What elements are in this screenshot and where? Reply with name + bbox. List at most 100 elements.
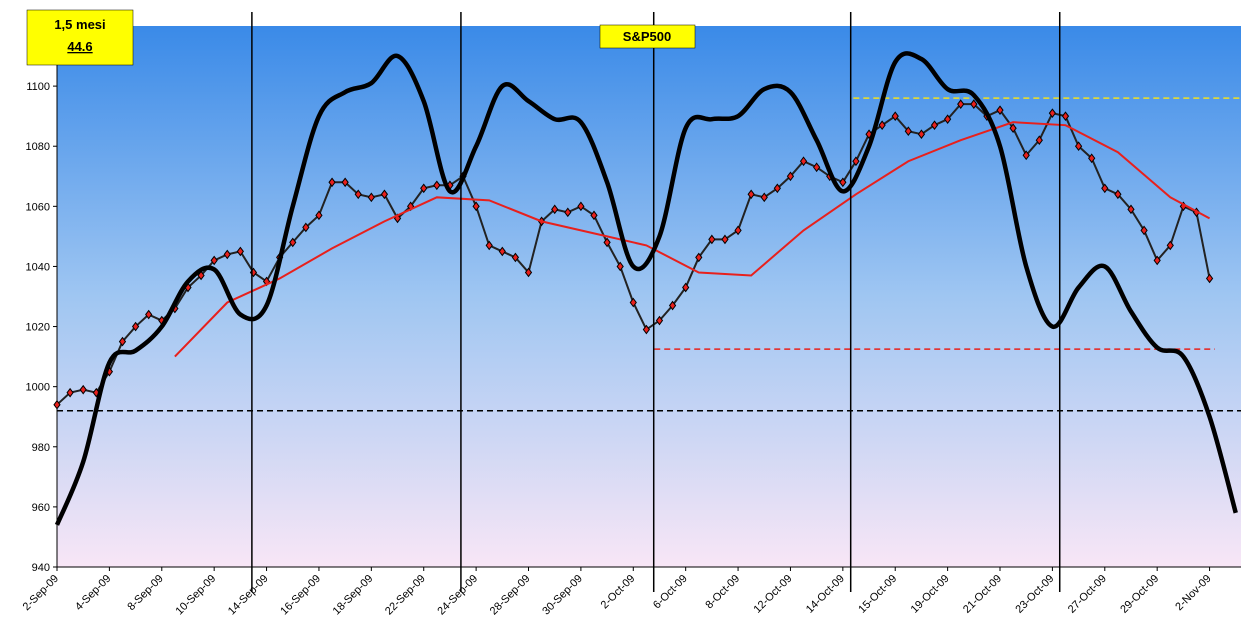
marker bbox=[223, 249, 231, 260]
annotation-box bbox=[26, 9, 134, 66]
x-tick-label: 6-Oct-09 bbox=[651, 573, 690, 612]
x-tick-label: 23-Oct-09 bbox=[1013, 573, 1056, 616]
marker bbox=[603, 237, 611, 248]
marker bbox=[813, 162, 821, 173]
marker bbox=[485, 240, 493, 251]
y-tick-label: 1000 bbox=[26, 382, 50, 394]
marker bbox=[786, 171, 795, 182]
marker bbox=[1035, 135, 1043, 146]
x-tick-label: 4-Sep-09 bbox=[73, 573, 113, 613]
marker bbox=[1101, 183, 1109, 194]
marker bbox=[289, 237, 297, 248]
x-tick-label: 8-Oct-09 bbox=[703, 573, 742, 612]
marker bbox=[1114, 189, 1122, 200]
x-tick-label: 24-Sep-09 bbox=[435, 573, 480, 618]
marker bbox=[210, 255, 218, 266]
marker bbox=[629, 297, 637, 308]
x-tick-label: 14-Oct-09 bbox=[804, 573, 847, 616]
x-tick-label: 12-Oct-09 bbox=[751, 573, 794, 616]
marker bbox=[472, 201, 480, 212]
annotation: 44.6 bbox=[67, 39, 92, 54]
marker bbox=[328, 177, 336, 188]
marker bbox=[773, 183, 781, 194]
marker bbox=[799, 156, 808, 167]
marker bbox=[891, 111, 899, 122]
y-tick-label: 1060 bbox=[26, 201, 50, 213]
x-tick-label: 14-Sep-09 bbox=[226, 573, 271, 618]
marker bbox=[380, 189, 389, 200]
marker bbox=[721, 234, 729, 245]
y-tick-label: 980 bbox=[32, 442, 50, 454]
marker bbox=[420, 183, 428, 194]
marker bbox=[1061, 111, 1070, 122]
cycle-line bbox=[54, 51, 1238, 526]
marker bbox=[511, 252, 520, 263]
marker bbox=[760, 192, 768, 203]
marker bbox=[236, 246, 244, 257]
marker bbox=[904, 126, 912, 137]
y-tick-label: 1100 bbox=[26, 81, 50, 93]
marker bbox=[131, 321, 140, 332]
marker bbox=[1127, 204, 1135, 215]
x-tick-label: 28-Sep-09 bbox=[488, 573, 533, 618]
marker bbox=[524, 267, 533, 278]
marker bbox=[616, 261, 624, 272]
x-tick-label: 2-Nov-09 bbox=[1173, 573, 1213, 613]
x-tick-label: 29-Oct-09 bbox=[1118, 573, 1161, 616]
marker bbox=[498, 246, 506, 257]
marker bbox=[1153, 255, 1161, 266]
x-tick-label: 2-Sep-09 bbox=[21, 573, 61, 613]
marker bbox=[943, 114, 952, 125]
marker bbox=[1140, 225, 1148, 236]
marker bbox=[668, 300, 677, 311]
x-tick-label: 18-Sep-09 bbox=[331, 573, 376, 618]
marker bbox=[957, 99, 965, 109]
marker bbox=[917, 129, 926, 140]
y-tick-label: 1040 bbox=[26, 261, 50, 273]
marker bbox=[970, 99, 978, 109]
x-tick-label: 19-Oct-09 bbox=[909, 573, 952, 616]
x-tick-label: 27-Oct-09 bbox=[1066, 573, 1109, 616]
marker bbox=[577, 201, 585, 212]
x-tick-label: 30-Sep-09 bbox=[540, 573, 585, 618]
marker bbox=[695, 252, 703, 263]
x-tick-label: 15-Oct-09 bbox=[856, 573, 899, 616]
marker bbox=[590, 210, 598, 221]
marker bbox=[734, 225, 742, 236]
marker bbox=[747, 189, 755, 200]
marker bbox=[354, 189, 362, 200]
marker bbox=[79, 384, 87, 395]
marker bbox=[878, 120, 886, 131]
y-tick-label: 1020 bbox=[26, 322, 50, 334]
marker bbox=[708, 234, 716, 245]
marker bbox=[1009, 123, 1017, 134]
x-tick-label: 22-Sep-09 bbox=[383, 573, 428, 618]
plot-area bbox=[57, 26, 1241, 567]
marker bbox=[315, 210, 323, 221]
y-tick-label: 940 bbox=[32, 562, 50, 574]
marker bbox=[996, 105, 1004, 115]
x-tick-label: 2-Oct-09 bbox=[599, 573, 638, 612]
marker bbox=[551, 204, 559, 215]
x-tick-label: 10-Sep-09 bbox=[173, 573, 218, 618]
marker bbox=[1088, 153, 1096, 164]
marker bbox=[118, 336, 127, 347]
title-box bbox=[599, 24, 696, 49]
marker bbox=[930, 120, 939, 131]
x-tick-label: 21-Oct-09 bbox=[961, 573, 1004, 616]
marker bbox=[1166, 240, 1174, 251]
marker bbox=[1074, 141, 1083, 152]
marker bbox=[145, 309, 153, 320]
marker bbox=[1048, 108, 1057, 118]
marker bbox=[655, 315, 664, 326]
marker bbox=[564, 207, 572, 218]
marker bbox=[682, 282, 690, 293]
annotation: 1,5 mesi bbox=[54, 17, 105, 32]
marker bbox=[367, 192, 375, 203]
line bbox=[174, 121, 1211, 358]
y-tick-label: 1080 bbox=[26, 141, 50, 153]
marker bbox=[852, 156, 860, 167]
marker bbox=[53, 399, 61, 410]
